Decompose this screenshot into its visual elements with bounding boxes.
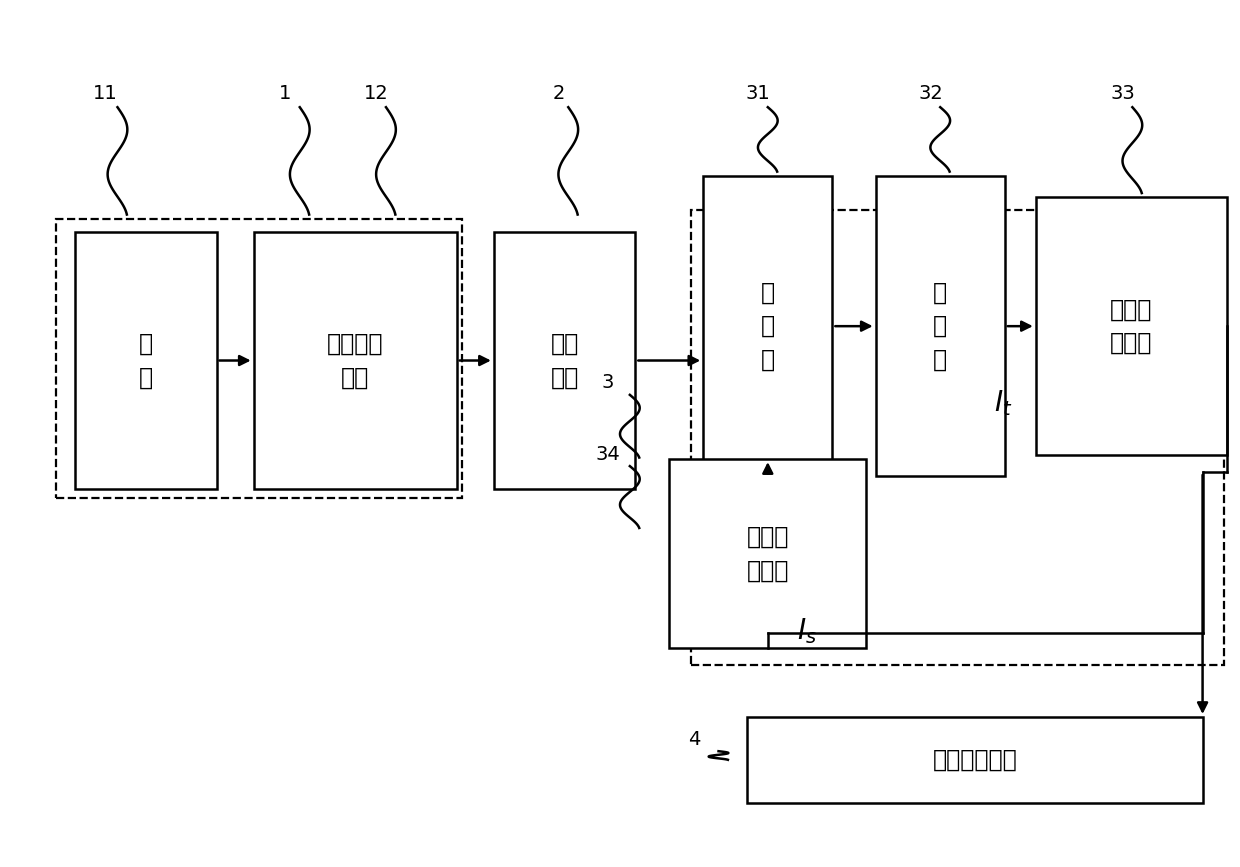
Text: 2: 2 <box>552 84 564 103</box>
Text: 信号处理单元: 信号处理单元 <box>932 748 1017 772</box>
Text: 4: 4 <box>688 731 701 749</box>
Text: 33: 33 <box>1110 84 1135 103</box>
Text: $I_t$: $I_t$ <box>994 388 1013 419</box>
Bar <box>56 218 463 498</box>
Text: 12: 12 <box>363 84 388 103</box>
Bar <box>1035 198 1226 455</box>
Bar <box>494 231 635 489</box>
Text: $I_s$: $I_s$ <box>797 616 817 646</box>
Bar <box>74 231 217 489</box>
Text: 1: 1 <box>279 84 291 103</box>
Text: 32: 32 <box>918 84 942 103</box>
Text: 11: 11 <box>93 84 118 103</box>
Bar <box>703 176 832 477</box>
Bar <box>692 210 1224 665</box>
Text: 31: 31 <box>745 84 770 103</box>
Text: 34: 34 <box>595 445 620 464</box>
Bar <box>670 460 867 649</box>
Text: 消
光
筒: 消 光 筒 <box>934 281 947 372</box>
Text: 透射光
探测器: 透射光 探测器 <box>1110 297 1152 355</box>
Text: 样本
单元: 样本 单元 <box>551 332 579 389</box>
Text: 光
源: 光 源 <box>139 332 153 389</box>
Text: 散射光
探测器: 散射光 探测器 <box>746 525 789 583</box>
Bar <box>875 176 1004 477</box>
Bar <box>746 717 1203 803</box>
Text: 积
分
球: 积 分 球 <box>760 281 775 372</box>
Text: 3: 3 <box>601 374 614 392</box>
Bar <box>253 231 456 489</box>
Text: 光束整形
模块: 光束整形 模块 <box>327 332 383 389</box>
